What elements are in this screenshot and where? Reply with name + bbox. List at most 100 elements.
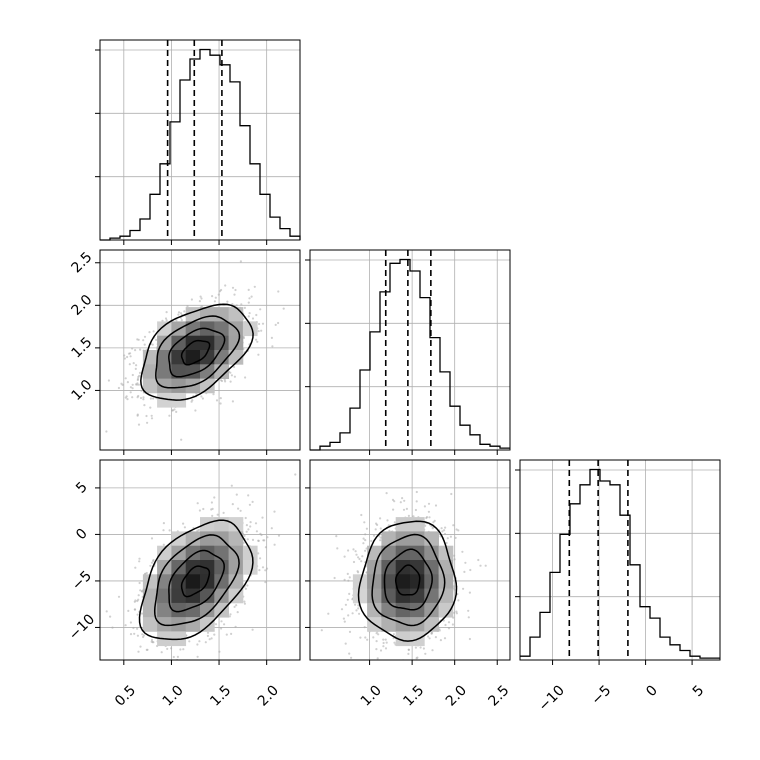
scatter-point bbox=[143, 335, 147, 338]
scatter-point bbox=[124, 624, 127, 627]
scatter-point bbox=[376, 657, 379, 660]
scatter-point bbox=[170, 647, 173, 650]
scatter-point bbox=[211, 507, 214, 510]
scatter-point bbox=[139, 645, 142, 648]
scatter-point bbox=[165, 311, 168, 314]
scatter-point bbox=[177, 311, 181, 314]
density-cell bbox=[171, 364, 187, 379]
scatter-point bbox=[136, 613, 139, 616]
scatter-point bbox=[246, 584, 249, 587]
scatter-point bbox=[424, 652, 427, 655]
density-cell bbox=[200, 517, 215, 532]
scatter-point bbox=[479, 564, 482, 567]
scatter-point bbox=[261, 516, 264, 519]
density-cell bbox=[157, 545, 172, 561]
scatter-point bbox=[142, 634, 146, 637]
scatter-point bbox=[277, 534, 281, 537]
scatter-point bbox=[216, 513, 219, 516]
density-cell bbox=[424, 560, 439, 575]
density-cell bbox=[200, 588, 215, 604]
scatter-point bbox=[342, 617, 345, 620]
histogram-step-line bbox=[100, 48, 301, 241]
scatter-point bbox=[357, 607, 360, 610]
density-cell bbox=[185, 574, 201, 589]
x-tick-label: 5 bbox=[690, 682, 708, 700]
scatter-point bbox=[139, 589, 142, 592]
scatter-point bbox=[386, 519, 389, 522]
scatter-point bbox=[455, 528, 458, 531]
scatter-point bbox=[271, 345, 274, 348]
contours bbox=[357, 520, 458, 642]
scatter-point bbox=[215, 399, 219, 402]
scatter-point bbox=[439, 639, 442, 642]
panel-content bbox=[100, 250, 300, 450]
scatter-point bbox=[124, 377, 127, 380]
scatter-point bbox=[140, 612, 143, 615]
scatter-point bbox=[265, 567, 269, 570]
scatter-point bbox=[360, 560, 363, 563]
scatter-point bbox=[179, 312, 183, 315]
scatter-point bbox=[244, 376, 247, 379]
scatter-point bbox=[206, 631, 210, 634]
scatter-point bbox=[237, 507, 240, 510]
scatter-point bbox=[255, 313, 258, 317]
scatter-point bbox=[190, 298, 193, 301]
scatter-point bbox=[444, 623, 447, 627]
scatter-point bbox=[213, 496, 216, 499]
scatter-point bbox=[365, 527, 368, 530]
scatter-point bbox=[240, 303, 243, 306]
scatter-point bbox=[344, 642, 347, 645]
scatter-point bbox=[129, 386, 132, 389]
scatter-point bbox=[107, 379, 110, 382]
scatter-point bbox=[220, 620, 223, 623]
scatter-point bbox=[140, 389, 143, 392]
scatter-point bbox=[249, 525, 252, 528]
scatter-point bbox=[132, 362, 135, 365]
scatter-point bbox=[453, 587, 456, 590]
scatter-point bbox=[136, 378, 139, 382]
scatter-point bbox=[457, 599, 460, 602]
scatter-point bbox=[260, 533, 263, 537]
scatter-point bbox=[160, 651, 163, 654]
scatter-point bbox=[333, 576, 336, 580]
panel-frame bbox=[519, 459, 721, 661]
scatter-point bbox=[432, 521, 435, 524]
density-cell bbox=[171, 574, 187, 589]
x-tick-label: 0 bbox=[643, 682, 661, 700]
contour-line bbox=[180, 339, 211, 366]
scatter-point bbox=[229, 613, 232, 616]
density-cell bbox=[410, 574, 425, 589]
contour-line bbox=[357, 520, 458, 642]
scatter-point bbox=[220, 288, 223, 292]
scatter-point bbox=[137, 338, 140, 341]
scatter-point bbox=[247, 288, 250, 291]
scatter-point bbox=[162, 529, 165, 532]
scatter-point bbox=[120, 382, 123, 385]
panel-frame bbox=[99, 39, 301, 241]
contour-line bbox=[168, 549, 225, 613]
density-shading bbox=[352, 517, 454, 647]
scatter-point bbox=[212, 393, 215, 396]
x-tick-label: 1.5 bbox=[400, 682, 427, 709]
scatter-point bbox=[343, 555, 346, 558]
scatter-point bbox=[484, 564, 487, 567]
scatter-point bbox=[117, 386, 120, 390]
scatter-point bbox=[213, 300, 216, 303]
scatter-point bbox=[139, 348, 142, 351]
scatter-point bbox=[214, 296, 217, 299]
scatter-point bbox=[392, 633, 395, 636]
scatter-point bbox=[294, 473, 297, 476]
scatter-point bbox=[223, 623, 226, 626]
scatter-point bbox=[251, 628, 254, 631]
density-cell bbox=[424, 617, 439, 632]
scatter-point bbox=[196, 655, 199, 658]
scatter-point bbox=[165, 319, 168, 322]
scatter-point bbox=[364, 533, 367, 536]
scatter-point bbox=[455, 612, 458, 615]
contours bbox=[140, 303, 254, 401]
contour-line bbox=[138, 519, 254, 641]
scatter-point bbox=[177, 313, 180, 316]
scatter-point bbox=[373, 664, 375, 666]
scatter-point bbox=[401, 497, 404, 500]
scatter-point bbox=[183, 310, 186, 313]
